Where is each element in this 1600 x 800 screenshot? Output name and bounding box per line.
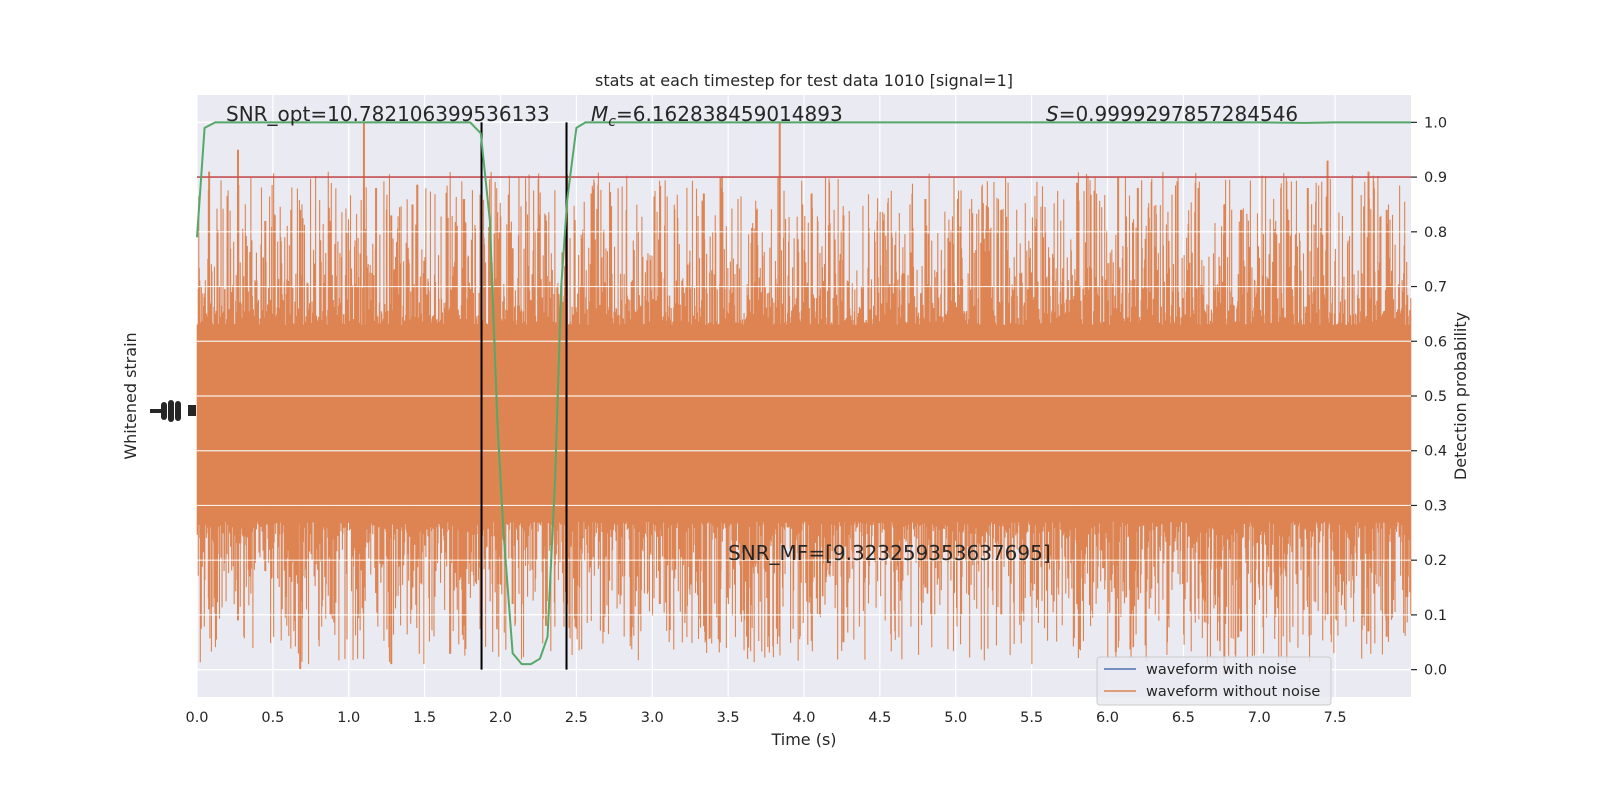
waveform-core-band <box>197 346 1411 500</box>
x-tick-label-9: 4.5 <box>868 710 891 726</box>
annotation-snr-mf: SNR_MF=[9.323259353637695] <box>728 541 1051 565</box>
x-tick-label-0: 0.0 <box>185 710 208 726</box>
y-right-tick-labels: 0.0 0.1 0.2 0.3 0.4 0.5 0.6 0.7 0.8 0.9 1.0 <box>1411 115 1447 679</box>
x-tick-label-8: 4.0 <box>792 710 815 726</box>
waveform-without-noise-trace <box>196 121 1412 676</box>
x-tick-label-13: 6.5 <box>1172 710 1195 726</box>
x-tick-labels: 0.0 0.5 1.0 1.5 2.0 2.5 3.0 3.5 4.0 4.5 5.0 5.5 6.0 6… <box>185 710 1346 726</box>
x-tick-label-2: 1.0 <box>337 710 360 726</box>
x-tick-label-15: 7.5 <box>1324 710 1347 726</box>
x-tick-label-10: 5.0 <box>944 710 967 726</box>
detection-probability-line <box>196 121 1411 666</box>
annotation-snr-opt: SNR_opt=10.782106399536133 <box>226 102 550 126</box>
legend-label-with-noise: waveform with noise <box>1146 662 1297 678</box>
x-tick-label-1: 0.5 <box>261 710 284 726</box>
chart-title: stats at each timestep for test data 101… <box>595 71 1013 90</box>
x-tick-label-14: 7.0 <box>1248 710 1271 726</box>
y-right-tick-label-8: 0.8 <box>1424 225 1447 241</box>
legend-label-without-noise: waveform without noise <box>1146 684 1320 700</box>
y-right-tick-label-1: 0.1 <box>1424 608 1447 624</box>
x-tick-label-5: 2.5 <box>565 710 588 726</box>
y-right-tick-label-6: 0.6 <box>1424 334 1447 350</box>
x-tick-label-6: 3.0 <box>641 710 664 726</box>
y-axis-label-right: Detection probability <box>1451 312 1470 480</box>
y-right-tick-label-0: 0.0 <box>1424 663 1447 679</box>
left-axis-tick-cluster <box>150 400 196 422</box>
annotation-s-score: S=0.9999297857284546 <box>1046 102 1298 126</box>
y-right-tick-label-5: 0.5 <box>1424 389 1447 405</box>
y-right-tick-label-7: 0.7 <box>1424 280 1447 296</box>
y-axis-label-left: Whitened strain <box>121 332 140 459</box>
y-right-tick-label-4: 0.4 <box>1424 444 1447 460</box>
y-right-tick-label-2: 0.2 <box>1424 553 1447 569</box>
x-axis-label: Time (s) <box>770 730 836 749</box>
x-tick-label-11: 5.5 <box>1020 710 1043 726</box>
detection-probability-trace <box>196 121 1411 666</box>
annotation-chirp-mass: Mc=6.162838459014893 <box>591 102 843 130</box>
x-tick-label-3: 1.5 <box>413 710 436 726</box>
y-right-tick-label-9: 0.9 <box>1424 170 1447 186</box>
x-tick-label-7: 3.5 <box>717 710 740 726</box>
legend-box <box>1096 656 1332 706</box>
legend: waveform with noise waveform without noi… <box>1096 656 1332 706</box>
y-right-tick-label-10: 1.0 <box>1424 115 1447 131</box>
y-right-tick-label-3: 0.3 <box>1424 498 1447 514</box>
x-tick-label-12: 6.0 <box>1096 710 1119 726</box>
x-tick-label-4: 2.0 <box>489 710 512 726</box>
